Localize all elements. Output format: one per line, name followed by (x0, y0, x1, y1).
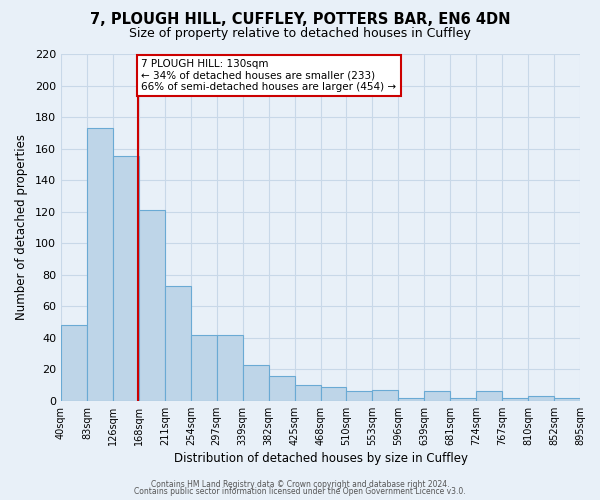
X-axis label: Distribution of detached houses by size in Cuffley: Distribution of detached houses by size … (173, 452, 467, 465)
Bar (217, 334, 242, 401)
Text: Size of property relative to detached houses in Cuffley: Size of property relative to detached ho… (129, 28, 471, 40)
Text: 7 PLOUGH HILL: 130sqm
← 34% of detached houses are smaller (233)
66% of semi-det: 7 PLOUGH HILL: 130sqm ← 34% of detached … (142, 58, 397, 92)
Text: 7, PLOUGH HILL, CUFFLEY, POTTERS BAR, EN6 4DN: 7, PLOUGH HILL, CUFFLEY, POTTERS BAR, EN… (90, 12, 510, 28)
Bar (398, 398, 424, 401)
Bar (502, 398, 528, 401)
Bar (139, 210, 165, 401)
Bar (320, 386, 346, 401)
Bar (269, 376, 295, 401)
Bar (554, 398, 580, 401)
Bar (476, 392, 502, 401)
Bar (528, 396, 554, 401)
Bar (295, 385, 320, 401)
Bar (113, 156, 139, 401)
Bar (165, 286, 191, 401)
Y-axis label: Number of detached properties: Number of detached properties (15, 134, 28, 320)
Bar (450, 398, 476, 401)
Bar (87, 128, 113, 401)
Bar (242, 364, 269, 401)
Bar (191, 334, 217, 401)
Bar (346, 392, 373, 401)
Text: Contains HM Land Registry data © Crown copyright and database right 2024.: Contains HM Land Registry data © Crown c… (151, 480, 449, 489)
Bar (373, 390, 398, 401)
Bar (424, 392, 450, 401)
Text: Contains public sector information licensed under the Open Government Licence v3: Contains public sector information licen… (134, 488, 466, 496)
Bar (61, 325, 87, 401)
